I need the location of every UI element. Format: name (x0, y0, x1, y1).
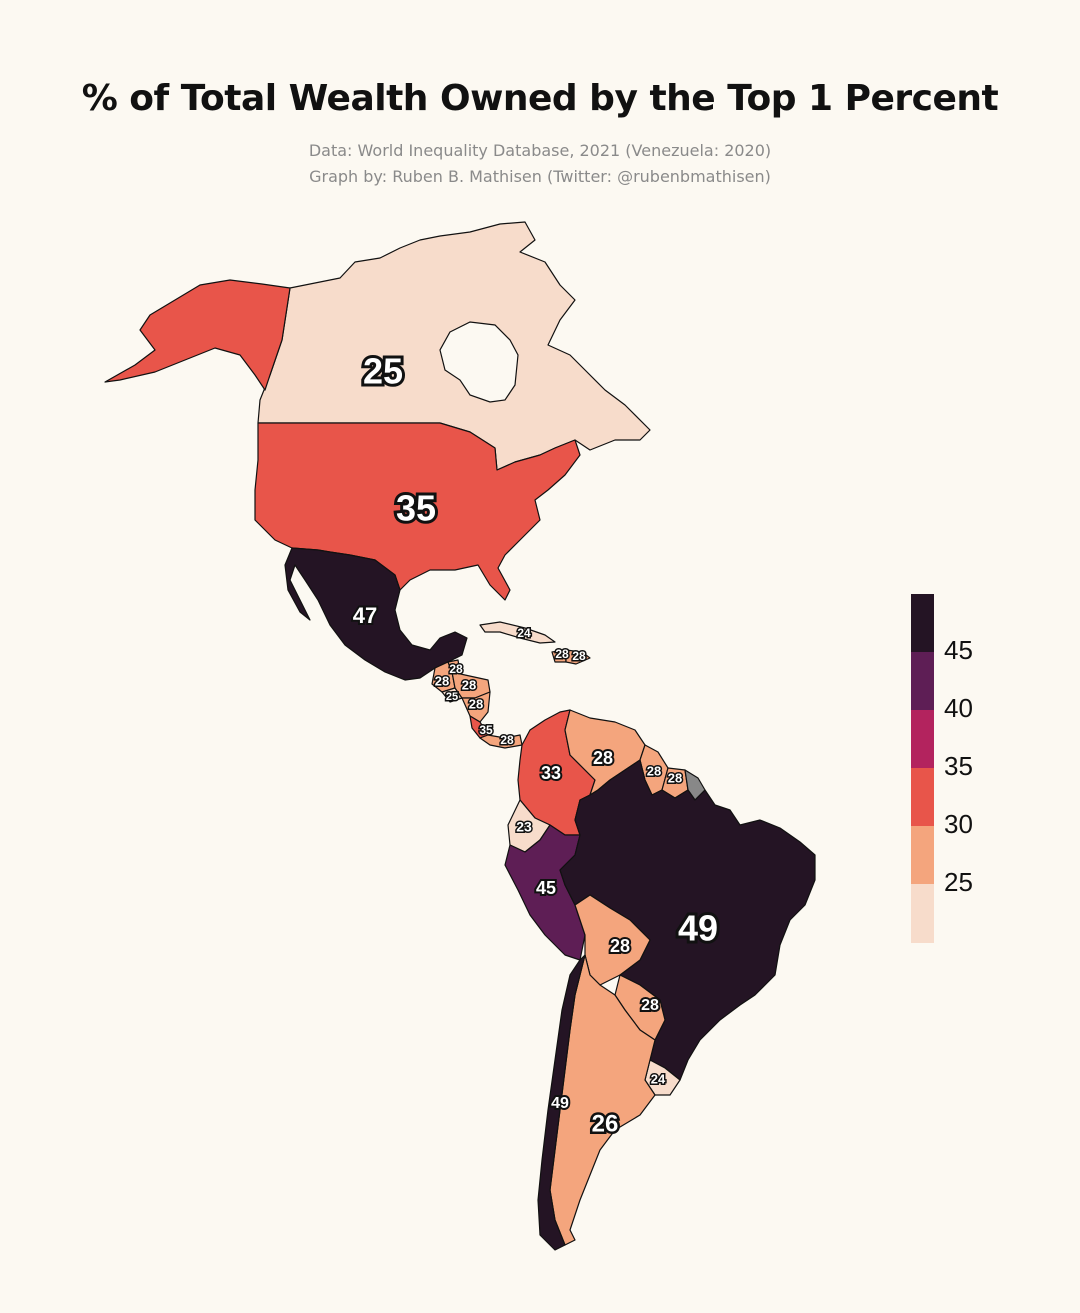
legend-tick-35: 35 (944, 751, 973, 781)
label-bolivia: 28 (610, 936, 630, 956)
label-mexico: 47 (353, 603, 377, 628)
region-bolivia[interactable] (574, 894, 651, 986)
label-united-states: 35 (396, 488, 436, 529)
legend-swatch-c49 (911, 594, 934, 652)
legend-tick-40: 40 (944, 693, 973, 723)
label-nicaragua: 28 (469, 696, 483, 711)
label-cuba: 24 (517, 626, 531, 640)
label-el-salvador: 25 (446, 691, 458, 703)
legend-swatch-c25 (911, 884, 934, 943)
label-belize: 28 (449, 662, 463, 676)
region-chile[interactable] (537, 954, 586, 1251)
legend-swatch-c40 (911, 710, 934, 768)
hudson-bay (439, 321, 519, 403)
label-dominican-republic: 28 (572, 649, 586, 663)
label-canada: 25 (363, 351, 403, 392)
label-brazil: 49 (678, 908, 718, 949)
legend-tick-45: 45 (944, 635, 973, 665)
legend-tick-30: 30 (944, 809, 973, 839)
region-dominican-republic[interactable] (565, 649, 591, 665)
label-uruguay: 24 (651, 1071, 666, 1086)
legend-colorbar: 45 40 35 30 25 (911, 594, 973, 943)
label-guyana: 28 (647, 763, 661, 778)
region-cuba[interactable] (479, 621, 556, 644)
label-honduras: 28 (462, 677, 476, 692)
label-ecuador: 23 (516, 819, 532, 835)
legend-swatch-c30 (911, 826, 934, 884)
label-argentina: 26 (592, 1110, 619, 1137)
label-peru: 45 (536, 878, 556, 898)
label-paraguay: 28 (641, 997, 659, 1014)
label-costa-rica: 35 (479, 723, 493, 737)
label-chile: 49 (551, 1095, 569, 1112)
value-labels: 25 35 47 24 28 28 28 28 28 25 28 35 28 3… (351, 348, 721, 1140)
label-guatemala: 28 (435, 673, 449, 688)
label-colombia: 33 (541, 763, 561, 783)
region-panama[interactable] (479, 734, 523, 749)
subtitle-data-source: Data: World Inequality Database, 2021 (V… (308, 141, 772, 160)
region-alaska[interactable] (104, 279, 291, 391)
label-haiti: 28 (555, 647, 569, 661)
legend-tick-25: 25 (944, 867, 973, 897)
region-belize[interactable] (447, 659, 461, 673)
label-venezuela: 28 (593, 748, 613, 768)
legend-swatch-c35 (911, 768, 934, 826)
legend-swatch-c45 (911, 652, 934, 710)
subtitle-credit: Graph by: Ruben B. Mathisen (Twitter: @r… (309, 167, 771, 186)
page-title: % of Total Wealth Owned by the Top 1 Per… (81, 78, 999, 119)
countries (104, 221, 816, 1251)
label-suriname: 28 (668, 770, 682, 785)
label-panama: 28 (500, 733, 514, 747)
